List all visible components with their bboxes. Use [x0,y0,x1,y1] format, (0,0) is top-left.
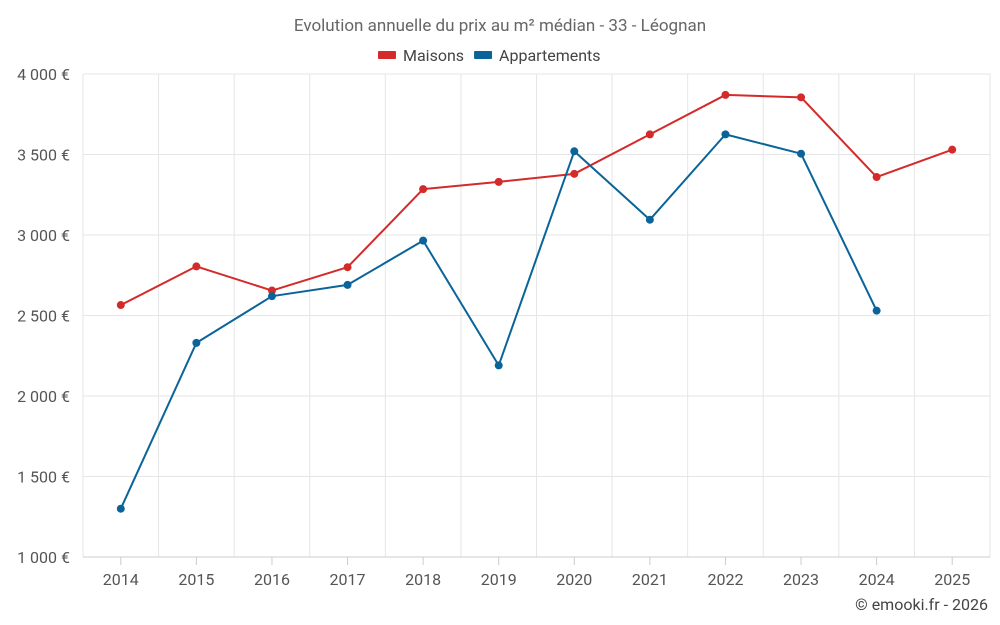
series [116,90,957,513]
legend-item-appartements[interactable]: Appartements [474,46,601,65]
data-point-maisons[interactable] [948,145,957,154]
legend-item-maisons[interactable]: Maisons [378,46,464,65]
x-tick-label: 2025 [934,570,970,589]
x-tick-label: 2015 [178,570,214,589]
x-tick-label: 2016 [254,570,290,589]
legend-swatch [378,51,396,59]
x-tick-label: 2017 [330,570,366,589]
data-point-appartements[interactable] [797,149,806,158]
data-point-maisons[interactable] [721,90,730,99]
x-tick-label: 2024 [859,570,895,589]
legend-label: Maisons [403,46,464,65]
data-point-maisons[interactable] [645,130,654,139]
data-point-appartements[interactable] [419,236,428,245]
data-point-appartements[interactable] [192,338,201,347]
data-point-maisons[interactable] [872,173,881,182]
data-point-maisons[interactable] [192,262,201,271]
data-point-appartements[interactable] [116,504,125,513]
series-maisons [116,90,957,310]
y-tick-label: 3 000 € [17,226,70,245]
data-point-appartements[interactable] [872,306,881,315]
x-tick-label: 2014 [103,570,139,589]
y-tick-label: 2 500 € [17,307,70,326]
y-tick-label: 1 500 € [17,468,70,487]
x-tick-label: 2020 [556,570,592,589]
credit-text: © emooki.fr - 2026 [855,595,988,614]
x-tick-label: 2022 [707,570,743,589]
data-point-maisons[interactable] [343,263,352,272]
grid [82,73,991,558]
x-tick-label: 2023 [783,570,819,589]
data-point-maisons[interactable] [116,301,125,310]
data-point-appartements[interactable] [343,280,352,289]
legend-label: Appartements [499,46,600,65]
data-point-maisons[interactable] [419,185,428,194]
y-tick-label: 4 000 € [17,65,70,84]
data-point-appartements[interactable] [645,215,654,224]
series-line-maisons [119,93,954,307]
y-tick-label: 1 000 € [17,548,70,567]
x-tick-label: 2019 [481,570,517,589]
data-point-maisons[interactable] [494,177,503,186]
legend-swatch [474,51,493,59]
chart-title: Evolution annuelle du prix au m² médian … [294,16,706,36]
y-tick-label: 3 500 € [17,146,70,165]
data-point-maisons[interactable] [267,286,276,295]
data-point-maisons[interactable] [570,169,579,178]
x-tick-label: 2021 [632,570,668,589]
data-point-appartements[interactable] [267,292,276,301]
legend[interactable]: Maisons Appartements [378,46,601,65]
data-point-appartements[interactable] [721,130,730,139]
data-point-maisons[interactable] [797,93,806,102]
x-tick-label: 2018 [405,570,441,589]
axes: 1 000 € 1 500 € 2 000 € 2 500 € 3 000 € 3 500… [17,65,990,589]
data-point-appartements[interactable] [494,361,503,370]
y-tick-label: 2 000 € [17,387,70,406]
series-appartements [116,130,881,513]
data-point-appartements[interactable] [570,147,579,156]
